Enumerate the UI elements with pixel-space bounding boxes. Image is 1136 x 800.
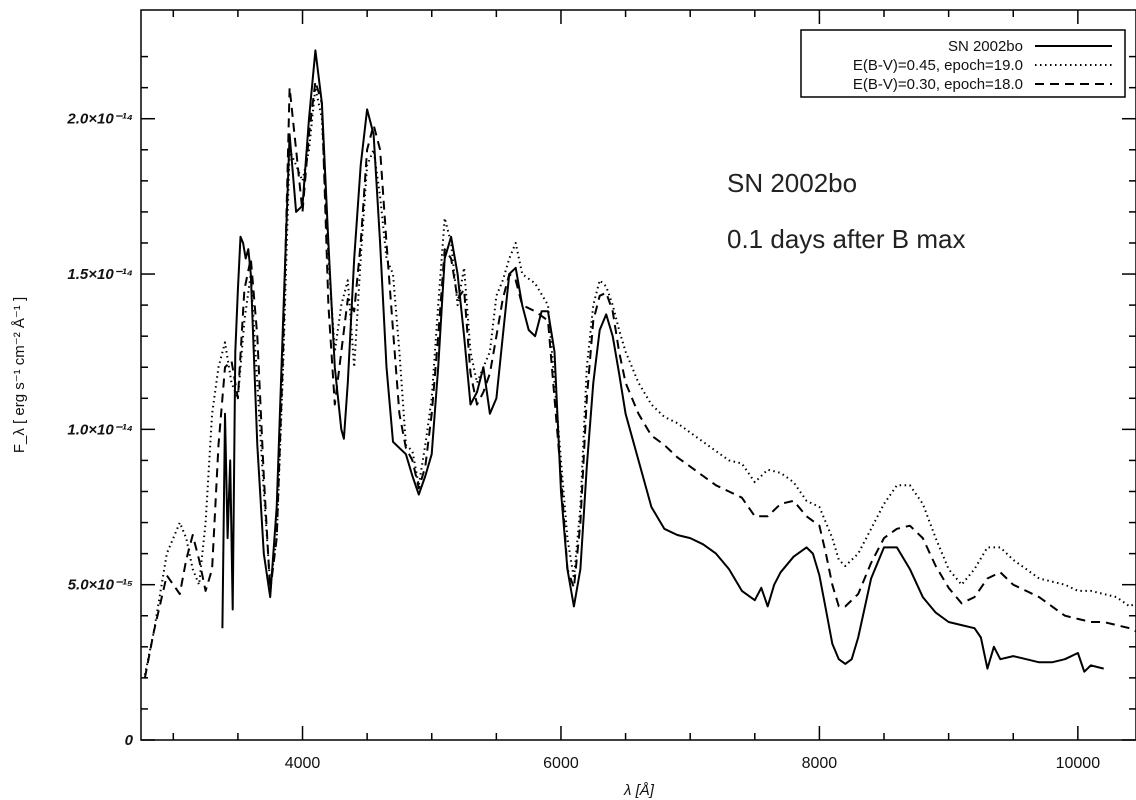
legend-label-model-045: E(B-V)=0.45, epoch=19.0	[853, 57, 1023, 74]
legend-box	[800, 29, 1126, 98]
y-tick-label: 1.5×10⁻¹⁴	[67, 266, 133, 283]
y-axis: 0 5.0×10⁻¹⁵ 1.0×10⁻¹⁴ 1.5×10⁻¹⁴ 2.0×10⁻¹⁴	[66, 55, 1136, 749]
axes-layer	[140, 9, 1136, 741]
series-layer	[143, 49, 1136, 679]
x-tick-label: 6000	[543, 755, 579, 772]
y-tick-label: 1.0×10⁻¹⁴	[67, 421, 133, 438]
y-axis-label: F_λ [ erg s⁻¹ cm⁻² Å⁻¹ ]	[11, 297, 28, 453]
y-tick-label: 0	[125, 732, 134, 749]
legend-label-model-030: E(B-V)=0.30, epoch=18.0	[853, 76, 1023, 93]
annotation-object: SN 2002bo	[727, 168, 857, 198]
y-tick-label: 2.0×10⁻¹⁴	[66, 111, 133, 128]
y-tick-label: 5.0×10⁻¹⁵	[68, 577, 133, 594]
x-tick-label: 4000	[285, 755, 321, 772]
x-axis-label: λ [Å]	[623, 782, 655, 799]
series-line-solid	[221, 49, 1104, 673]
legend: SN 2002bo E(B-V)=0.45, epoch=19.0 E(B-V)…	[800, 29, 1126, 98]
x-tick-label: 10000	[1056, 755, 1101, 772]
legend-label-sn2002bo: SN 2002bo	[948, 38, 1023, 55]
x-axis: 4000 6000 8000 10000	[172, 10, 1101, 772]
plot-frame	[140, 9, 1136, 741]
x-tick-label: 8000	[802, 755, 838, 772]
annotation-epoch: 0.1 days after B max	[727, 224, 965, 254]
